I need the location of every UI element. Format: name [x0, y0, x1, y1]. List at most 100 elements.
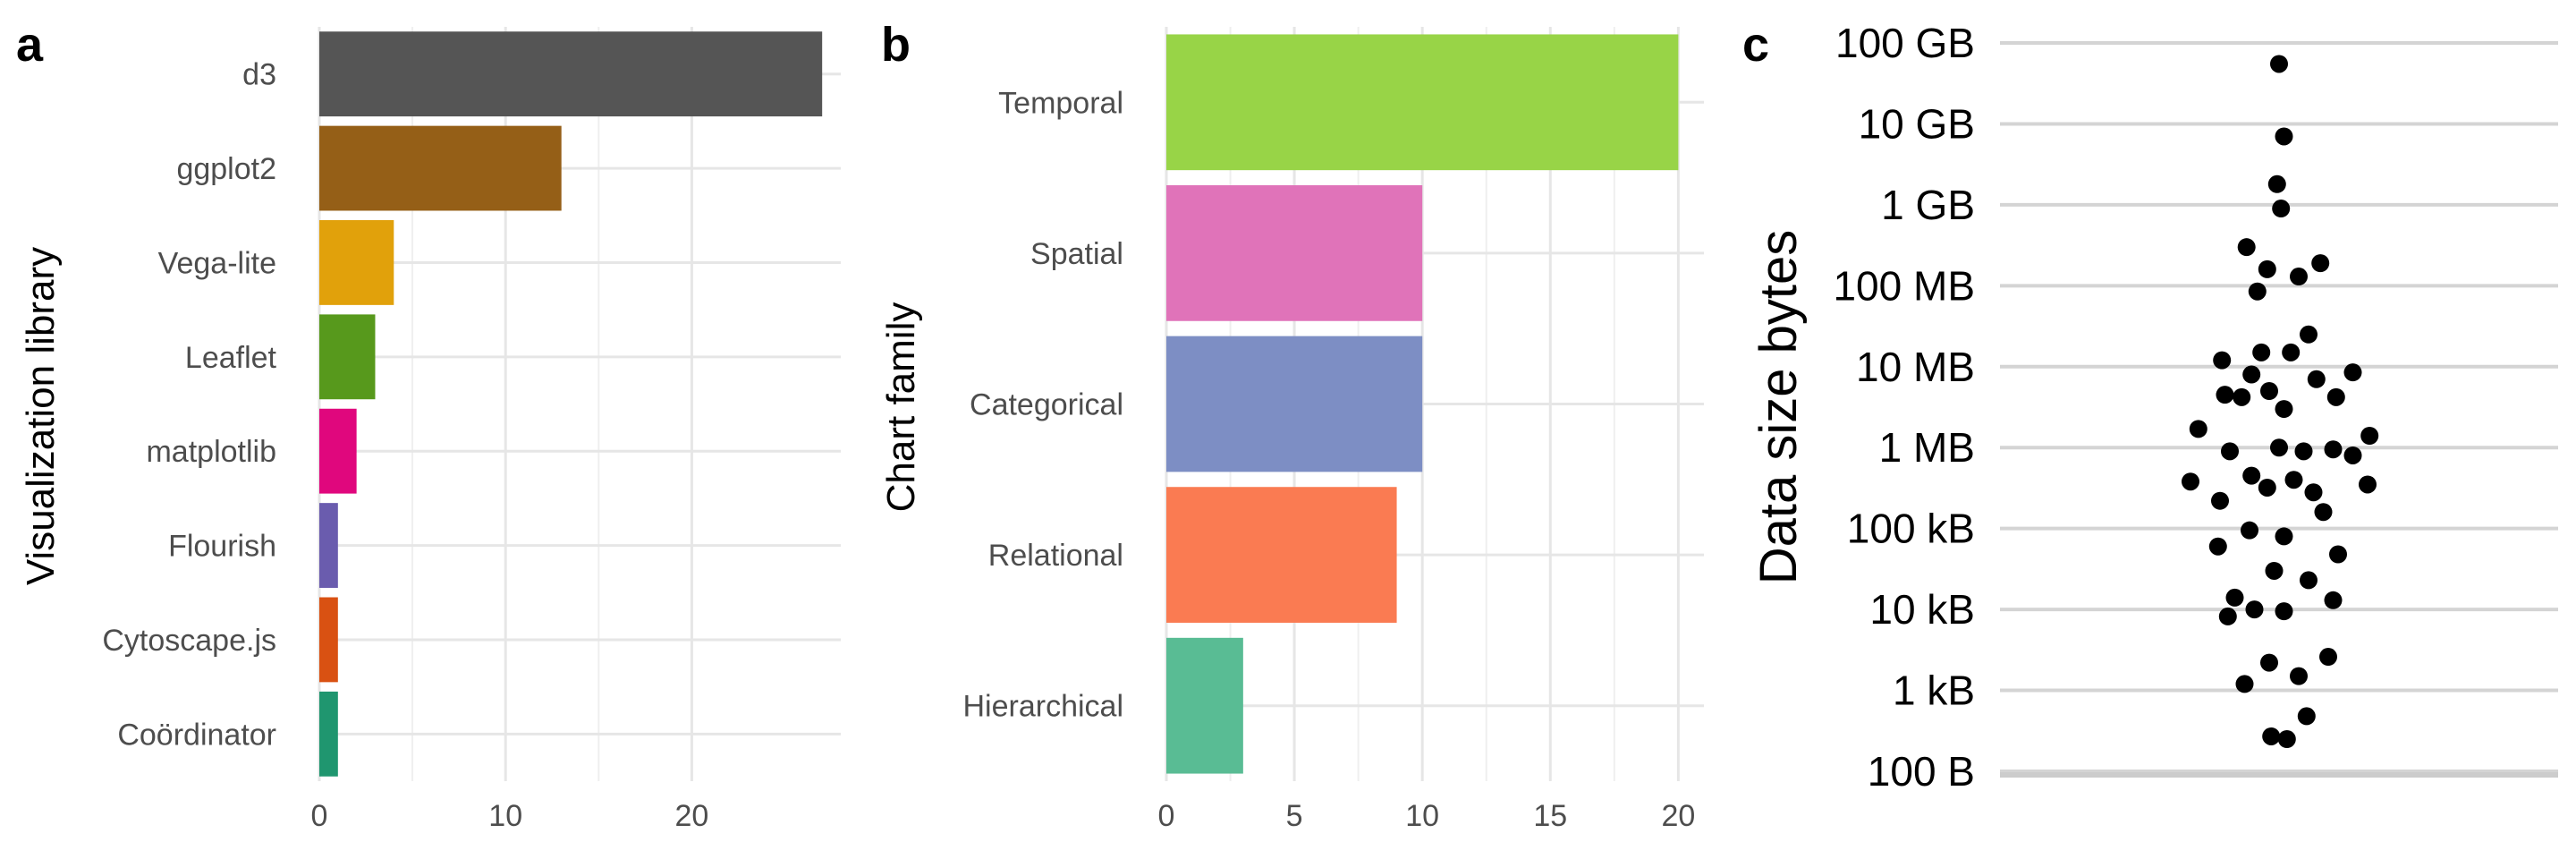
panel-a-category-label-ggplot2: ggplot2	[176, 152, 276, 186]
panel-c-y-tick-label: 1 kB	[1893, 668, 1975, 714]
panel-c-data-point	[2252, 343, 2271, 361]
panel-c-data-point	[2208, 537, 2227, 556]
panel-a-category-label-d3: d3	[242, 58, 276, 92]
panel-a-y-axis-title: Visualization library	[19, 247, 63, 585]
panel-b-y-axis-title: Chart family	[879, 302, 923, 513]
panel-b-category-label-relational: Relational	[988, 539, 1123, 573]
panel-c-data-point	[2275, 602, 2293, 621]
panel-c-data-point	[2270, 55, 2288, 73]
panel-c-data-point	[2319, 648, 2337, 667]
panel-a-x-tick-label: 10	[488, 799, 522, 833]
panel-c-y-tick-label: 1 MB	[1879, 424, 1975, 471]
panel-c-data-point	[2260, 382, 2278, 401]
panel-c-data-point	[2233, 387, 2251, 406]
panel-c-data-point	[2216, 386, 2234, 404]
panel-c-data-point	[2270, 438, 2288, 457]
panel-c-data-point	[2265, 561, 2284, 580]
panel-c-data-point	[2237, 238, 2256, 257]
panel-b-category-label-hierarchical: Hierarchical	[963, 690, 1124, 724]
panel-a-bar-coordinator	[319, 691, 338, 777]
panel-c-data-point	[2242, 365, 2261, 384]
panel-c-y-tick-label: 10 kB	[1869, 586, 1975, 633]
panel-c-data-point	[2267, 174, 2286, 193]
panel-b-category-label-categorical: Categorical	[970, 388, 1123, 422]
panel-a-x-tick-label: 20	[675, 799, 709, 833]
panel-a-bar-flourish	[319, 503, 338, 588]
panel-c-data-point	[2300, 325, 2318, 344]
panel-c-data-point	[2290, 268, 2308, 286]
panel-c-data-point	[2311, 254, 2330, 273]
panel-c-data-point	[2343, 446, 2362, 464]
panel-b-bar-spatial	[1166, 185, 1423, 321]
panel-c-data-point	[2242, 466, 2261, 485]
panel-b-x-tick-label: 5	[1286, 799, 1303, 833]
panel-c-y-tick-label: 1 GB	[1881, 182, 1975, 228]
panel-c-y-tick-label: 100 B	[1868, 748, 1975, 795]
panel-c-data-point	[2360, 427, 2379, 446]
panel-c-points	[2182, 55, 2379, 749]
panel-c-data-point	[2324, 591, 2343, 609]
panel-c-y-tick-label: 100 MB	[1833, 262, 1975, 309]
panel-b-label: b	[881, 18, 911, 72]
panel-c-data-point	[2225, 588, 2244, 607]
panel-b: b Temporal Spatial Categorical Relational Hi…	[879, 18, 1704, 833]
panel-b-x-tick-label: 0	[1158, 799, 1175, 833]
panel-c-data-point	[2245, 600, 2264, 619]
panel-c-data-point	[2294, 442, 2313, 461]
panel-b-x-tick-label: 20	[1661, 799, 1695, 833]
panel-b-x-tick-label: 15	[1533, 799, 1567, 833]
panel-c-y-tick-label: 100 GB	[1835, 20, 1975, 66]
panel-c-data-point	[2258, 259, 2276, 278]
panel-c-data-point	[2182, 472, 2199, 491]
panel-b-bar-relational	[1166, 487, 1397, 623]
panel-c-data-point	[2324, 440, 2343, 459]
panel-c-y-tick-label: 100 kB	[1847, 506, 1975, 552]
panel-b-category-label-temporal: Temporal	[998, 86, 1123, 120]
panel-a-bar-d3	[319, 31, 823, 117]
panel-c-label: c	[1742, 18, 1769, 72]
panel-a-label: a	[16, 18, 44, 72]
panel-a-bars	[319, 31, 823, 777]
panel-a-bar-matplotlib	[319, 408, 357, 494]
panel-c-data-point	[2290, 667, 2308, 685]
panel-c-y-tick-labels: 100 B 1 kB 10 kB 100 kB 1 MB 10 MB 100 MB 1 GB 1…	[1833, 20, 1975, 795]
panel-c-data-point	[2189, 420, 2207, 438]
panel-a-x-tick-labels: 0 10 20	[311, 799, 709, 833]
panel-c-data-point	[2343, 363, 2362, 382]
panel-a-category-label-cytoscape-js: Cytoscape.js	[102, 624, 276, 658]
panel-c-data-point	[2314, 503, 2333, 522]
panel-c-data-point	[2300, 571, 2318, 590]
panel-b-bar-categorical	[1166, 336, 1423, 472]
panel-b-x-tick-labels: 0 5 10 15 20	[1158, 799, 1696, 833]
panel-c-data-point	[2329, 545, 2347, 564]
panel-c-data-point	[2284, 471, 2303, 489]
panel-c-data-point	[2211, 491, 2229, 510]
panel-a-bar-cytoscape-js	[319, 597, 338, 683]
panel-a-bar-vega-lite	[319, 220, 394, 305]
panel-a-category-labels: d3 ggplot2 Vega-lite Leaflet matplotlib Flour…	[102, 58, 276, 753]
panel-a-bar-leaflet	[319, 314, 376, 400]
panel-c-data-point	[2304, 483, 2323, 502]
panel-c: c 100 B 1 kB 10 kB 100 kB 1 MB 10 MB 100 MB 1 G…	[1742, 18, 2558, 795]
panel-a-category-label-vega-lite: Vega-lite	[158, 246, 276, 280]
panel-b-category-labels: Temporal Spatial Categorical Relational Hier…	[963, 86, 1124, 723]
panel-a-bar-ggplot2	[319, 125, 562, 211]
panel-c-y-tick-label: 10 MB	[1856, 344, 1975, 390]
panel-c-data-point	[2277, 730, 2296, 749]
panel-b-category-label-spatial: Spatial	[1030, 237, 1123, 271]
panel-a-category-label-matplotlib: matplotlib	[146, 435, 276, 469]
panel-a-category-label-leaflet: Leaflet	[185, 341, 277, 375]
panel-c-data-point	[2213, 351, 2232, 370]
panel-c-data-point	[2262, 727, 2281, 745]
panel-c-data-point	[2241, 521, 2258, 540]
panel-c-data-point	[2218, 607, 2237, 625]
panel-c-data-point	[2260, 653, 2278, 672]
panel-c-data-point	[2275, 400, 2293, 419]
panel-c-data-point	[2297, 707, 2316, 726]
panel-c-data-point	[2221, 442, 2239, 461]
panel-c-data-point	[2248, 282, 2267, 301]
panel-a-category-label-flourish: Flourish	[168, 530, 276, 564]
panel-b-bar-temporal	[1166, 34, 1679, 171]
panel-b-x-tick-label: 10	[1405, 799, 1439, 833]
